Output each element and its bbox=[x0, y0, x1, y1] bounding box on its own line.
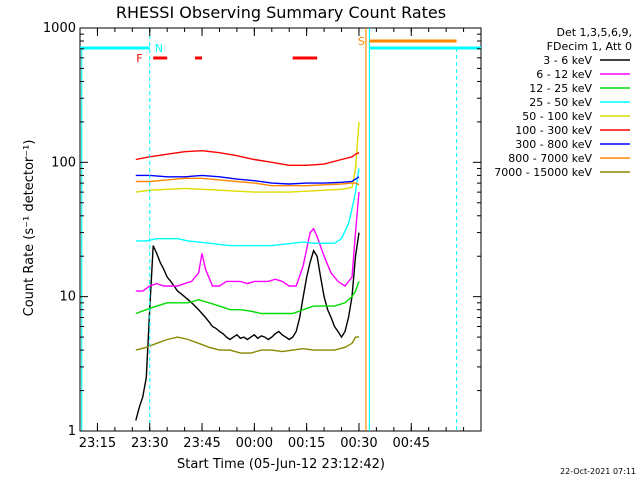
y-tick-label-1: 10 bbox=[59, 290, 76, 305]
series-layer bbox=[135, 121, 360, 421]
series-line-0 bbox=[135, 232, 360, 421]
series-line-1 bbox=[135, 192, 360, 292]
plot-frame bbox=[79, 27, 482, 432]
series-line-5 bbox=[135, 149, 360, 167]
legend-header-line-1: Det 1,3,5,6,9, bbox=[556, 26, 632, 39]
series-line-8 bbox=[135, 336, 359, 354]
x-tick-label-2: 23:45 bbox=[183, 436, 220, 451]
y-axis-label: Count Rate (s⁻¹ detector⁻¹) bbox=[22, 140, 37, 317]
legend-label-7: 800 - 7000 keV bbox=[508, 152, 592, 165]
saa-flag-label: S bbox=[358, 35, 365, 48]
chart-title: RHESSI Observing Summary Count Rates bbox=[116, 3, 446, 22]
legend-label-0: 3 - 6 keV bbox=[543, 54, 592, 67]
legend-label-5: 100 - 300 keV bbox=[515, 124, 592, 137]
series-line-6 bbox=[135, 174, 360, 185]
y-tick-label-2: 100 bbox=[51, 155, 76, 170]
x-tick-label-6: 00:45 bbox=[393, 436, 430, 451]
legend-label-6: 300 - 800 keV bbox=[515, 138, 592, 151]
x-tick-label-0: 23:15 bbox=[79, 436, 116, 451]
legend-label-8: 7000 - 15000 keV bbox=[494, 166, 592, 179]
series-line-4 bbox=[135, 121, 360, 193]
x-tick-label-4: 00:15 bbox=[288, 436, 325, 451]
x-tick-label-1: 23:30 bbox=[131, 436, 168, 451]
plot-area: NF S bbox=[79, 27, 482, 432]
x-axis-label: Start Time (05-Jun-12 23:12:42) bbox=[177, 457, 385, 472]
x-tick-label-3: 00:00 bbox=[236, 436, 273, 451]
timestamp: 22-Oct-2021 07:11 bbox=[560, 467, 636, 476]
legend-label-4: 50 - 100 keV bbox=[522, 110, 592, 123]
legend: Det 1,3,5,6,9, FDecim 1, Att 0 3 - 6 keV… bbox=[494, 26, 632, 179]
series-line-7 bbox=[135, 177, 360, 187]
legend-header-line-2: FDecim 1, Att 0 bbox=[547, 40, 632, 53]
legend-label-3: 25 - 50 keV bbox=[529, 96, 592, 109]
legend-label-1: 6 - 12 keV bbox=[536, 68, 592, 81]
x-tick-label-5: 00:30 bbox=[340, 436, 377, 451]
legend-label-2: 12 - 25 keV bbox=[529, 82, 592, 95]
x-axis: 23:15 23:30 23:45 00:00 00:15 00:30 00:45 bbox=[79, 28, 482, 451]
y-tick-label-0: 1 bbox=[68, 424, 76, 439]
night-flag-label: N bbox=[155, 42, 163, 55]
y-axis: 1 10 100 1000 bbox=[43, 21, 481, 439]
series-line-3 bbox=[135, 168, 360, 247]
y-tick-label-3: 1000 bbox=[43, 21, 76, 36]
flare-flag-label: F bbox=[136, 52, 142, 65]
overlay-layer: NF S bbox=[80, 28, 481, 431]
series-line-2 bbox=[135, 281, 360, 315]
